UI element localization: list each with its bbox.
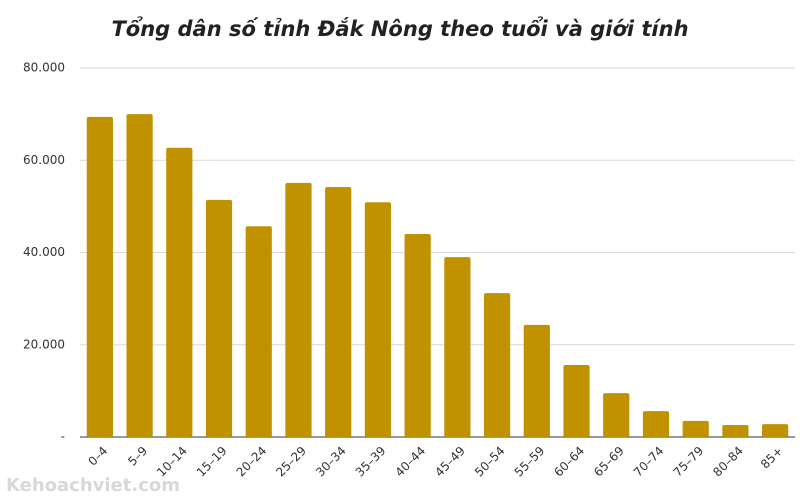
bar [404, 234, 431, 437]
x-tick-label: 45–49 [432, 444, 468, 480]
bar [722, 425, 749, 437]
y-tick-label: 40.000 [23, 245, 65, 259]
x-tick-label: 50–54 [472, 444, 508, 480]
y-tick-label: 80.000 [23, 61, 65, 75]
x-tick-label: 60–64 [551, 444, 587, 480]
x-tick-label: 0–4 [86, 444, 111, 469]
x-tick-label: 15–19 [194, 444, 230, 480]
bar [603, 393, 630, 437]
x-tick-label: 40–44 [392, 444, 428, 480]
chart-title: Tổng dân số tỉnh Đắk Nông theo tuổi và g… [111, 16, 688, 41]
x-tick-label: 65–69 [591, 444, 627, 480]
x-tick-label: 30–34 [313, 444, 349, 480]
bar [325, 187, 352, 437]
bar [285, 182, 312, 437]
x-tick-label: 5–9 [125, 444, 150, 469]
bar [523, 324, 550, 437]
bar [126, 114, 153, 437]
bar [563, 365, 590, 437]
x-tick-label: 85+ [758, 444, 786, 472]
bar [245, 226, 272, 437]
bar [762, 424, 789, 437]
x-tick-label: 70–74 [631, 444, 667, 480]
x-tick-label: 80–84 [710, 444, 746, 480]
bar [483, 293, 511, 437]
watermark: Kehoachviet.com [6, 475, 180, 496]
y-tick-label: - [61, 430, 65, 444]
x-tick-label: 20–24 [234, 444, 270, 480]
bar [364, 202, 392, 437]
x-tick-label: 25–29 [273, 444, 309, 480]
bar [86, 116, 113, 437]
y-tick-label: 60.000 [23, 153, 65, 167]
bar [166, 147, 193, 437]
bar [682, 420, 709, 437]
bar [205, 199, 233, 437]
x-tick-label: 55–59 [512, 444, 548, 480]
x-tick-label: 75–79 [671, 444, 707, 480]
y-tick-label: 20.000 [23, 337, 65, 351]
bar [444, 257, 471, 437]
bar [642, 411, 670, 437]
x-tick-label: 35–39 [353, 444, 389, 480]
